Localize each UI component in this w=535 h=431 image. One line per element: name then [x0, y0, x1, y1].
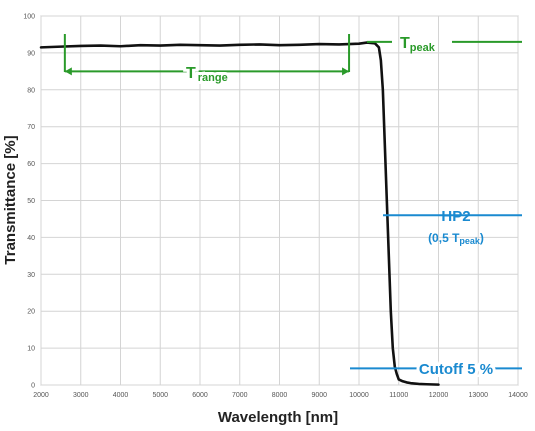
x-tick-label: 5000 [152, 392, 168, 399]
cutoff-label: Cutoff 5 % [419, 361, 493, 378]
y-tick-label: 100 [23, 14, 35, 21]
annotations [63, 34, 522, 370]
x-tick-label: 8000 [272, 392, 288, 399]
x-axis-title: Wavelength [nm] [218, 409, 338, 426]
y-tick-label: 80 [27, 87, 35, 94]
y-tick-label: 0 [31, 383, 35, 390]
x-tick-label: 13000 [469, 392, 489, 399]
x-tick-label: 10000 [349, 392, 369, 399]
t-peak-main: T [400, 35, 410, 52]
y-tick-label: 60 [27, 161, 35, 168]
y-tick-label: 10 [27, 346, 35, 353]
t-range-sub: range [198, 72, 228, 84]
y-tick-label: 20 [27, 309, 35, 316]
hp2-note: (0,5 Tpeak) [428, 231, 484, 246]
series-lines [39, 41, 440, 386]
hp2-note-suffix: ) [480, 231, 484, 245]
hp2-label: HP2 [441, 208, 470, 225]
x-tick-label: 9000 [311, 392, 327, 399]
y-tick-label: 40 [27, 235, 35, 242]
hp2-note-sub: peak [459, 236, 481, 246]
x-tick-label: 4000 [113, 392, 129, 399]
t-range-left-arrow [64, 67, 72, 76]
t-peak-label: Tpeak [400, 35, 436, 54]
t-peak-sub: peak [410, 42, 436, 54]
x-tick-label: 6000 [192, 392, 208, 399]
t-range-main: T [186, 65, 196, 82]
x-tick-label: 12000 [429, 392, 449, 399]
y-tick-label: 90 [27, 50, 35, 57]
tick-labels: 2000 3000 4000 5000 6000 7000 8000 9000 10000 110… [23, 14, 528, 400]
y-tick-label: 50 [27, 198, 35, 205]
t-range-right-arrow [342, 67, 350, 76]
y-tick-label: 70 [27, 124, 35, 131]
x-tick-label: 2000 [33, 392, 49, 399]
x-tick-label: 3000 [73, 392, 89, 399]
transmittance-series-line [39, 41, 440, 386]
x-tick-label: 14000 [508, 392, 528, 399]
hp2-note-prefix: (0,5 T [428, 231, 460, 245]
y-axis-title: Transmittance [%] [2, 135, 19, 264]
x-tick-label: 7000 [232, 392, 248, 399]
x-tick-label: 11000 [389, 392, 408, 399]
grid [40, 15, 519, 386]
y-tick-label: 30 [27, 272, 35, 279]
